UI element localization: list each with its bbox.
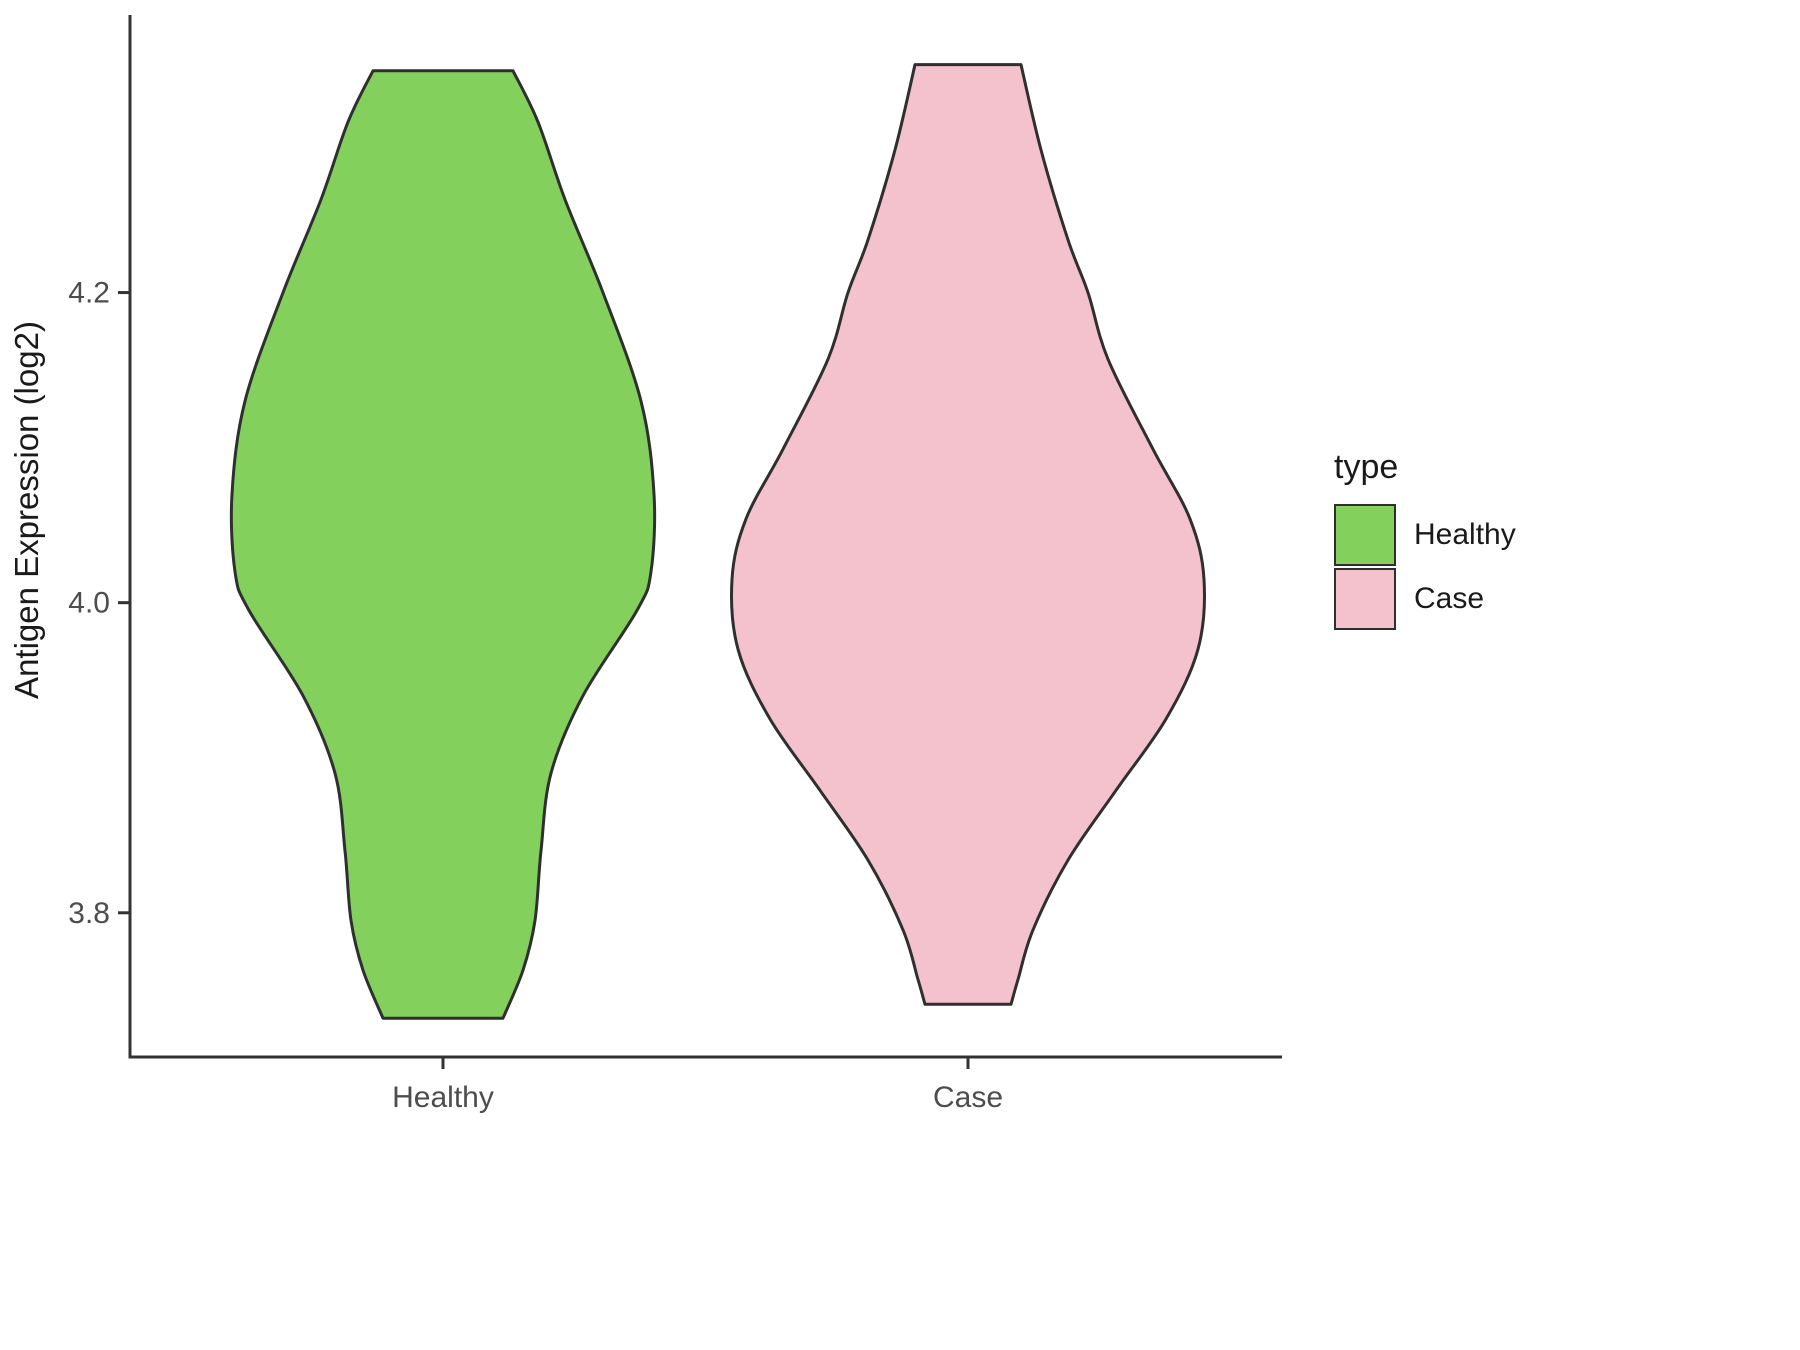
legend-swatch-healthy xyxy=(1334,504,1396,566)
y-tick-label: 4.2 xyxy=(68,277,110,310)
legend-entry-case: Case xyxy=(1334,567,1516,631)
legend-label-case: Case xyxy=(1414,582,1485,615)
x-tick-label: Healthy xyxy=(392,1081,494,1114)
legend-label-healthy: Healthy xyxy=(1414,518,1516,551)
y-tick-label: 4.0 xyxy=(68,587,110,620)
x-tick-label: Case xyxy=(933,1081,1003,1114)
y-tick-label: 3.8 xyxy=(68,897,110,930)
axis-lines xyxy=(128,15,1282,1059)
legend: type Healthy Case xyxy=(1334,448,1516,631)
legend-entry-healthy: Healthy xyxy=(1334,503,1516,567)
y-axis-title: Antigen Expression (log2) xyxy=(8,321,45,699)
violin-case xyxy=(730,63,1206,1006)
legend-title: type xyxy=(1334,448,1399,486)
violin-healthy xyxy=(229,69,657,1020)
legend-swatch-case xyxy=(1334,568,1396,630)
